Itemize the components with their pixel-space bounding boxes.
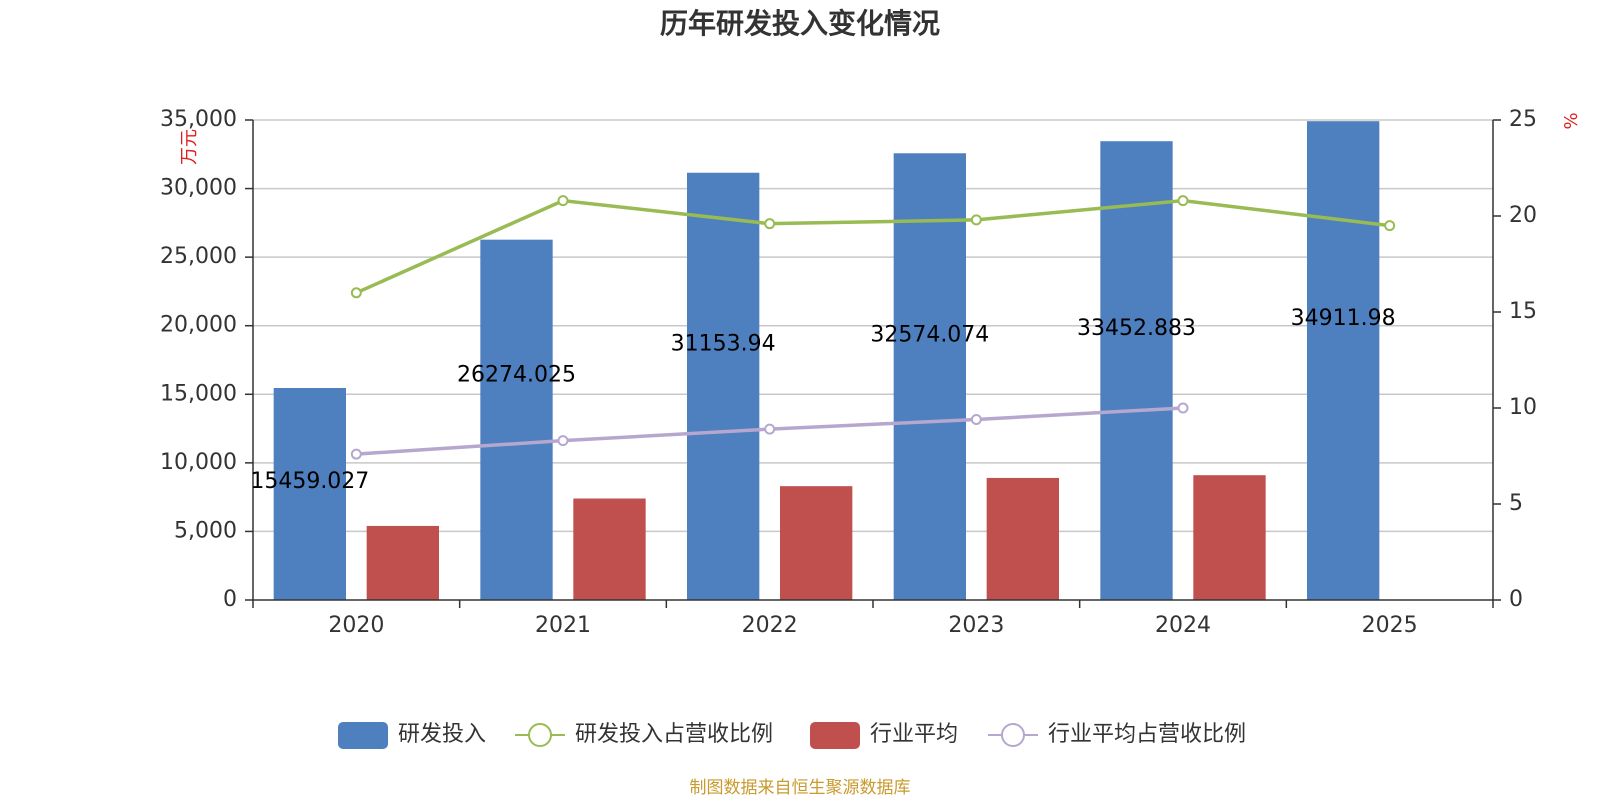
bar-rd-investment xyxy=(1307,121,1380,601)
left-axis-tick-label: 20,000 xyxy=(160,313,237,338)
bar-value-label: 33452.883 xyxy=(1077,316,1196,341)
point-industry-ratio xyxy=(970,414,982,426)
left-axis-tick-label: 15,000 xyxy=(160,381,237,406)
legend-label: 研发投入 xyxy=(398,722,486,747)
bar-value-label: 31153.94 xyxy=(671,332,776,357)
left-axis-tick-label: 25,000 xyxy=(160,244,237,269)
legend-marker xyxy=(1001,723,1025,747)
point-rd-ratio xyxy=(970,214,982,226)
axes-layer: 0 5,000 10,000 15,000 20,000 25,000 30,000 35,0… xyxy=(160,107,1537,638)
bar-industry-average xyxy=(780,486,853,600)
legend-swatch xyxy=(810,722,860,749)
legend-label: 行业平均占营收比例 xyxy=(1048,722,1246,747)
legend: 研发投入 研发投入占营收比例 行业平均 行业平均占营收比例 xyxy=(338,722,1246,749)
x-axis-tick-label: 2021 xyxy=(535,613,591,638)
point-rd-ratio xyxy=(557,195,569,207)
point-industry-ratio xyxy=(557,435,569,447)
point-rd-ratio xyxy=(764,218,776,230)
point-industry-ratio xyxy=(350,448,362,460)
legend-industry-average: 行业平均 xyxy=(810,722,958,749)
legend-swatch xyxy=(338,722,388,749)
point-industry-ratio xyxy=(764,423,776,435)
legend-label: 行业平均 xyxy=(870,722,958,747)
left-axis-unit: 万元 xyxy=(179,129,200,165)
point-rd-ratio xyxy=(1384,220,1396,232)
bar-value-label: 15459.027 xyxy=(250,469,369,494)
bar-rd-investment xyxy=(273,387,346,600)
right-axis-tick-label: 5 xyxy=(1509,491,1523,516)
point-rd-ratio xyxy=(1177,195,1189,207)
bars-layer xyxy=(273,121,1380,601)
chart-title: 历年研发投入变化情况 xyxy=(660,7,940,40)
bar-industry-average xyxy=(1193,475,1266,600)
right-axis-tick-label: 0 xyxy=(1509,587,1523,612)
left-axis-tick-label: 5,000 xyxy=(174,518,237,543)
bar-value-label: 34911.98 xyxy=(1291,306,1396,331)
bar-rd-investment xyxy=(687,172,760,600)
x-axis-tick-label: 2025 xyxy=(1362,613,1418,638)
legend-industry-ratio: 行业平均占营收比例 xyxy=(988,722,1246,747)
left-axis-tick-label: 10,000 xyxy=(160,450,237,475)
x-axis-tick-label: 2020 xyxy=(328,613,384,638)
point-industry-ratio xyxy=(1177,402,1189,414)
bar-industry-average xyxy=(573,498,646,600)
bar-industry-average xyxy=(986,477,1059,600)
x-axis-tick-label: 2023 xyxy=(948,613,1004,638)
bar-rd-investment xyxy=(1100,141,1173,601)
left-axis-tick-label: 30,000 xyxy=(160,176,237,201)
lines-layer xyxy=(350,195,1396,460)
left-axis-tick-label: 0 xyxy=(223,587,237,612)
legend-rd-ratio: 研发投入占营收比例 xyxy=(515,722,773,747)
right-axis-tick-label: 10 xyxy=(1509,395,1537,420)
bar-rd-investment xyxy=(893,153,966,600)
right-axis-tick-label: 20 xyxy=(1509,203,1537,228)
bar-rd-investment xyxy=(480,239,553,600)
left-axis-tick-label: 35,000 xyxy=(160,107,237,132)
right-axis-tick-label: 25 xyxy=(1509,107,1537,132)
legend-label: 研发投入占营收比例 xyxy=(575,722,773,747)
bar-industry-average xyxy=(366,525,439,600)
grid-lines xyxy=(253,119,1493,533)
bar-value-label: 26274.025 xyxy=(457,363,576,388)
legend-marker xyxy=(528,723,552,747)
data-labels-layer: 15459.027 26274.025 31153.94 32574.074 33452… xyxy=(250,306,1395,494)
legend-rd-investment: 研发投入 xyxy=(338,722,486,749)
line-rd-ratio xyxy=(355,198,1390,295)
right-axis-tick-label: 15 xyxy=(1509,299,1537,324)
data-source-note: 制图数据来自恒生聚源数据库 xyxy=(690,778,911,798)
x-axis-tick-label: 2024 xyxy=(1155,613,1211,638)
x-axis-tick-label: 2022 xyxy=(742,613,798,638)
bar-value-label: 32574.074 xyxy=(870,322,989,347)
right-axis-unit: % xyxy=(1561,112,1582,129)
point-rd-ratio xyxy=(350,287,362,299)
